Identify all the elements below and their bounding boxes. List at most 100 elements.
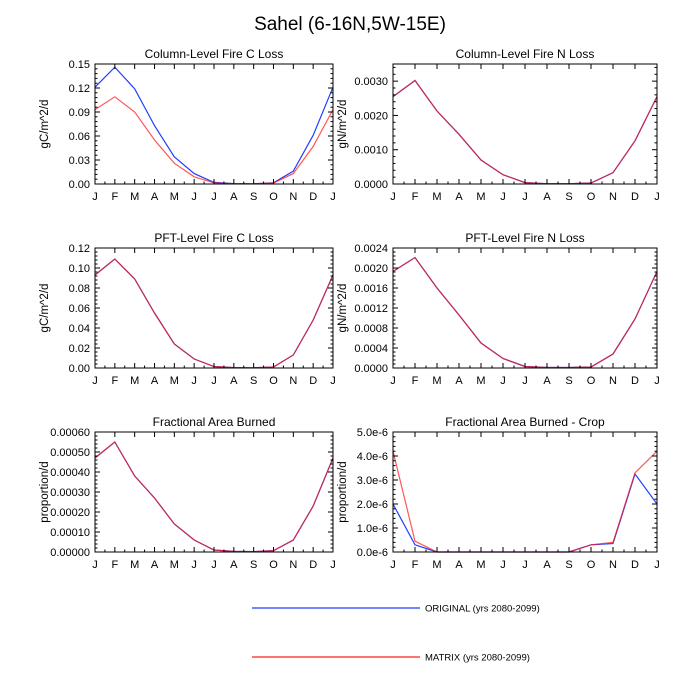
x-tick-label: J <box>211 191 217 203</box>
x-tick-label: J <box>390 191 396 203</box>
x-tick-label: O <box>269 559 278 571</box>
x-tick-label: M <box>476 191 485 203</box>
x-tick-label: A <box>543 191 551 203</box>
series-line-original <box>392 472 658 553</box>
x-tick-label: M <box>432 559 441 571</box>
panel-title: Column-Level Fire C Loss <box>145 47 284 61</box>
x-tick-label: M <box>170 191 179 203</box>
main-title: Sahel (6-16N,5W-15E) <box>254 14 446 35</box>
x-tick-label: M <box>170 559 179 571</box>
chart-panel-6: Fractional Area Burned - Crop proportion/… <box>337 415 660 571</box>
x-tick-label: S <box>565 559 572 571</box>
x-tick-label: J <box>522 191 528 203</box>
x-tick-label: J <box>500 375 506 387</box>
x-tick-label: S <box>565 375 572 387</box>
x-tick-label: S <box>565 191 572 203</box>
x-tick-label: N <box>289 559 297 571</box>
y-tick-label: 0.0000 <box>354 179 388 191</box>
x-tick-label: J <box>654 191 660 203</box>
x-tick-label: S <box>250 559 257 571</box>
y-axis-label: proportion/d <box>337 461 349 522</box>
y-axis-label: gN/m^2/d <box>337 284 349 333</box>
y-tick-label: 0.09 <box>69 107 90 119</box>
x-tick-label: F <box>111 375 118 387</box>
plot-frame <box>94 247 334 369</box>
x-tick-label: J <box>522 559 528 571</box>
x-tick-label: J <box>330 191 336 203</box>
y-tick-label: 0.0020 <box>354 110 388 122</box>
x-tick-label: O <box>587 559 596 571</box>
series-line-matrix <box>94 96 334 185</box>
y-tick-label: 2.0e-6 <box>357 499 388 511</box>
y-tick-label: 0.04 <box>69 323 90 335</box>
x-tick-label: N <box>609 559 617 571</box>
x-tick-label: J <box>211 559 217 571</box>
x-tick-label: M <box>130 559 139 571</box>
y-tick-label: 0.0000 <box>354 363 388 375</box>
x-tick-label: J <box>522 375 528 387</box>
y-tick-label: 0.00010 <box>50 527 90 539</box>
series-line-matrix <box>94 441 334 553</box>
x-tick-label: A <box>151 375 159 387</box>
x-tick-label: A <box>230 559 238 571</box>
y-tick-label: 0.0016 <box>354 283 388 295</box>
x-tick-label: J <box>654 375 660 387</box>
legend: ORIGINAL (yrs 2080-2099) MATRIX (yrs 2080… <box>252 604 540 664</box>
x-tick-label: M <box>432 191 441 203</box>
panel-title: Column-Level Fire N Loss <box>456 47 595 61</box>
x-tick-label: N <box>609 375 617 387</box>
x-tick-label: J <box>191 375 197 387</box>
y-tick-label: 0.00 <box>69 179 90 191</box>
x-tick-label: N <box>289 191 297 203</box>
x-tick-label: J <box>390 375 396 387</box>
panel-title: Fractional Area Burned <box>153 415 276 429</box>
x-tick-label: J <box>211 375 217 387</box>
y-tick-label: 0.00 <box>69 363 90 375</box>
x-tick-label: D <box>309 559 317 571</box>
series-line-matrix <box>94 258 334 369</box>
y-tick-label: 3.0e-6 <box>357 475 388 487</box>
y-tick-label: 0.00030 <box>50 487 90 499</box>
x-tick-label: J <box>191 191 197 203</box>
series-line-original <box>94 441 334 553</box>
y-tick-label: 0.0004 <box>354 343 388 355</box>
x-tick-label: M <box>170 375 179 387</box>
y-tick-label: 0.03 <box>69 155 90 167</box>
y-tick-label: 0.02 <box>69 343 90 355</box>
x-tick-label: A <box>455 375 463 387</box>
x-tick-label: J <box>654 559 660 571</box>
y-tick-label: 0.12 <box>69 243 90 255</box>
y-tick-label: 0.0020 <box>354 263 388 275</box>
x-tick-label: A <box>230 191 238 203</box>
plot-frame <box>392 247 658 369</box>
series-line-original <box>94 66 334 185</box>
y-tick-label: 0.06 <box>69 131 90 143</box>
x-tick-label: A <box>151 559 159 571</box>
y-axis-label: gN/m^2/d <box>337 100 349 149</box>
x-tick-label: M <box>476 375 485 387</box>
y-tick-label: 4.0e-6 <box>357 451 388 463</box>
y-tick-label: 0.08 <box>69 283 90 295</box>
y-tick-label: 0.0024 <box>354 243 388 255</box>
y-tick-label: 0.06 <box>69 303 90 315</box>
series-line-original <box>392 256 658 369</box>
plot-frame <box>94 63 334 185</box>
series-line-matrix <box>392 79 658 185</box>
x-tick-label: N <box>609 191 617 203</box>
y-axis-label: proportion/d <box>39 461 51 522</box>
y-tick-label: 0.0030 <box>354 76 388 88</box>
x-tick-label: S <box>250 191 257 203</box>
x-tick-label: J <box>500 559 506 571</box>
x-tick-label: N <box>289 375 297 387</box>
x-tick-label: J <box>390 559 396 571</box>
x-tick-label: D <box>309 375 317 387</box>
panel-title: PFT-Level Fire C Loss <box>154 231 273 245</box>
panel-title: PFT-Level Fire N Loss <box>465 231 584 245</box>
chart-panel-4: PFT-Level Fire N Loss gN/m^2/d J F M A M J J A S O N… <box>337 231 660 387</box>
y-tick-label: 1.0e-6 <box>357 523 388 535</box>
y-tick-label: 0.10 <box>69 263 90 275</box>
